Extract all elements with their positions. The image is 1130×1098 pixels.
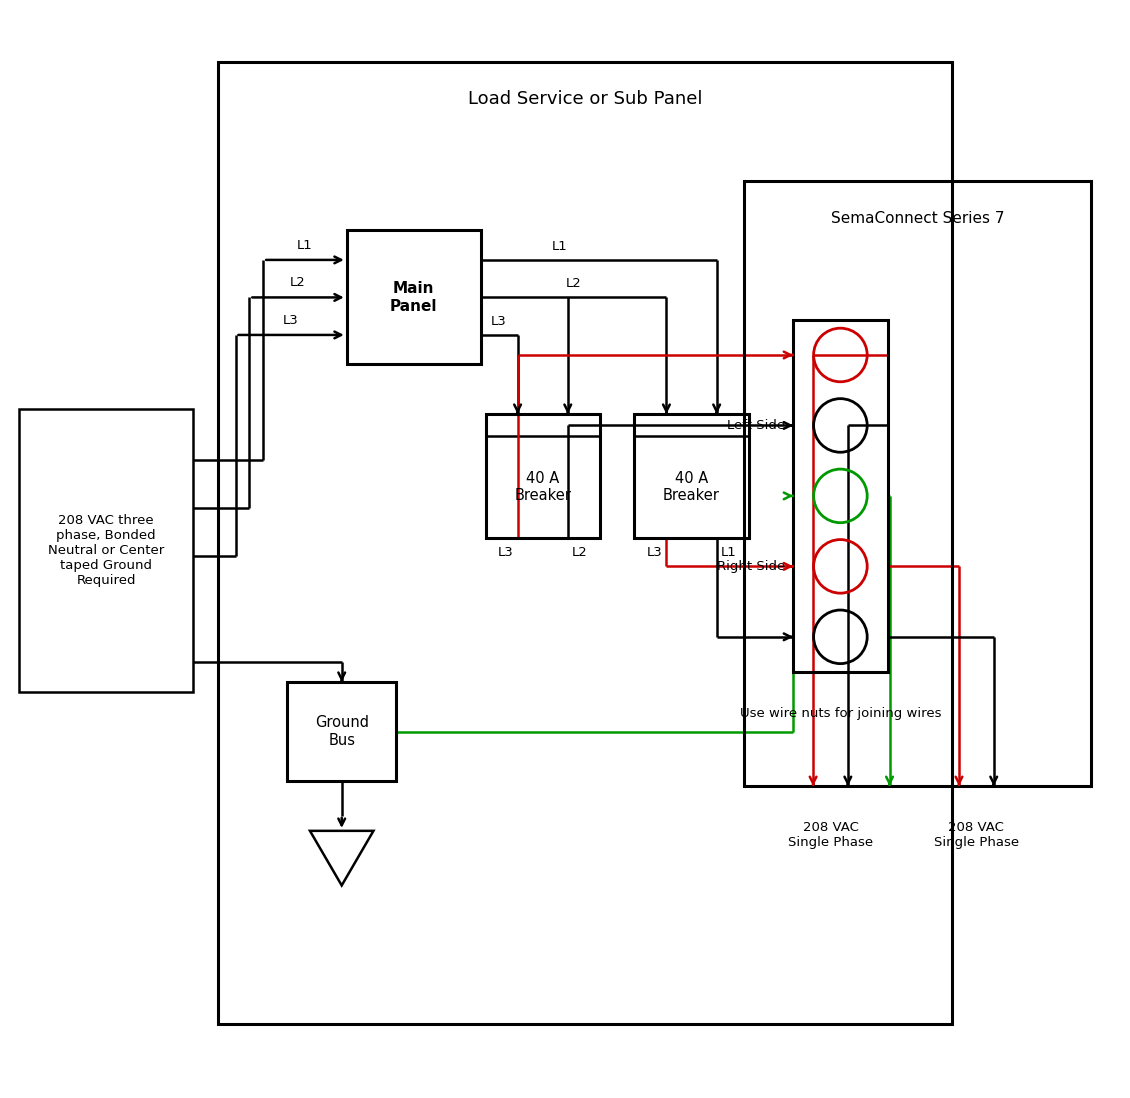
Text: L1: L1 [551, 240, 567, 253]
Bar [347, 231, 480, 365]
Text: L2: L2 [290, 277, 306, 290]
Bar [287, 682, 397, 781]
Bar [793, 320, 887, 672]
Text: 40 A
Breaker: 40 A Breaker [514, 471, 571, 503]
Text: 208 VAC
Single Phase: 208 VAC Single Phase [933, 821, 1019, 849]
Text: Right Side: Right Side [718, 560, 785, 573]
Bar [19, 410, 193, 692]
Text: L3: L3 [492, 315, 507, 328]
Bar [744, 181, 1090, 786]
Text: L3: L3 [498, 546, 514, 559]
Text: 208 VAC
Single Phase: 208 VAC Single Phase [788, 821, 873, 849]
Text: Load Service or Sub Panel: Load Service or Sub Panel [468, 90, 702, 108]
Text: Use wire nuts for joining wires: Use wire nuts for joining wires [740, 707, 941, 720]
Text: SemaConnect Series 7: SemaConnect Series 7 [831, 211, 1005, 225]
Text: L3: L3 [284, 314, 299, 327]
Text: Ground
Bus: Ground Bus [315, 716, 368, 748]
Text: L2: L2 [566, 278, 582, 291]
Text: Left Side: Left Side [728, 419, 785, 432]
Bar [634, 414, 748, 538]
Text: L1: L1 [297, 239, 313, 251]
Bar [486, 414, 600, 538]
Text: L1: L1 [721, 546, 737, 559]
Text: L3: L3 [646, 546, 662, 559]
Text: L2: L2 [572, 546, 588, 559]
Text: 208 VAC three
phase, Bonded
Neutral or Center
taped Ground
Required: 208 VAC three phase, Bonded Neutral or C… [47, 514, 164, 587]
Text: Main
Panel: Main Panel [390, 281, 437, 314]
Bar [218, 61, 953, 1024]
Text: 40 A
Breaker: 40 A Breaker [663, 471, 720, 503]
